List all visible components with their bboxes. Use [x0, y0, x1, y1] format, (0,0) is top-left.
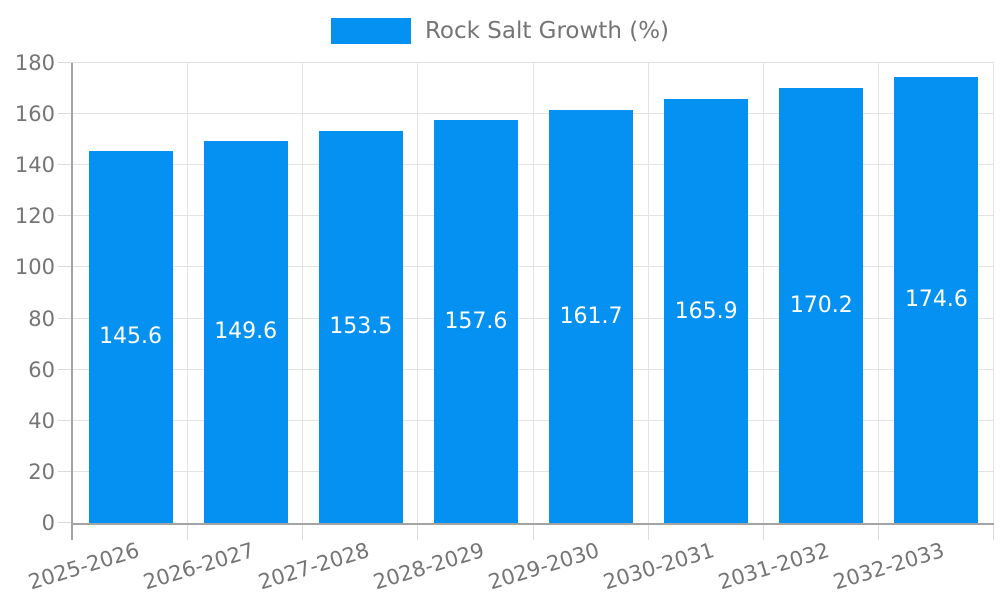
y-axis-tick	[58, 522, 73, 523]
bar-value-label: 145.6	[99, 324, 163, 350]
x-axis-tick	[647, 523, 649, 540]
x-axis-tick	[187, 523, 189, 540]
bar-value-label: 170.2	[789, 293, 853, 318]
y-axis-tick	[58, 317, 73, 319]
bar-value-label: 161.7	[559, 303, 623, 329]
bar-2028-2029[interactable]: 157.6	[433, 120, 518, 523]
gridline-horizontal	[73, 368, 994, 370]
y-axis-tick	[58, 113, 73, 115]
y-axis-tick-label: 100	[14, 255, 55, 280]
bar-value-label: 165.9	[674, 298, 738, 324]
gridline-horizontal	[73, 470, 994, 472]
gridline-vertical	[532, 63, 534, 523]
gridline-horizontal	[73, 113, 994, 115]
x-axis-tick	[302, 523, 304, 540]
x-axis-tick	[993, 523, 994, 540]
bar-2032-2033[interactable]: 174.6	[894, 76, 979, 523]
y-axis-tick-label: 20	[28, 459, 55, 484]
gridline-vertical	[187, 63, 189, 523]
bar-2025-2026[interactable]: 145.6	[88, 150, 173, 523]
gridline-horizontal	[73, 62, 994, 63]
bar-2029-2030[interactable]: 161.7	[549, 109, 634, 523]
gridline-vertical	[302, 63, 304, 523]
y-axis-tick-label: 60	[28, 357, 55, 382]
y-axis-tick-label: 180	[14, 51, 55, 75]
gridline-horizontal	[73, 215, 994, 217]
bar-2027-2028[interactable]: 153.5	[318, 130, 403, 523]
bar-value-label: 149.6	[214, 319, 278, 345]
legend-swatch-icon	[330, 18, 411, 44]
y-axis-tick	[58, 419, 73, 421]
y-axis-tick	[58, 266, 73, 268]
gridline-horizontal	[73, 164, 994, 166]
legend-label: Rock Salt Growth (%)	[424, 18, 670, 44]
legend[interactable]: Rock Salt Growth (%)	[0, 15, 1000, 47]
gridline-horizontal	[73, 266, 994, 268]
x-axis-tick	[417, 523, 419, 540]
gridline-horizontal	[73, 317, 994, 319]
y-axis-tick-label: 80	[28, 306, 55, 331]
y-axis-tick-label: 0	[41, 511, 55, 535]
x-axis-tick	[532, 523, 534, 540]
y-axis-tick	[58, 164, 73, 166]
gridline-vertical	[993, 63, 994, 523]
bar-value-label: 174.6	[904, 287, 968, 313]
y-axis-tick	[58, 215, 73, 217]
bar-value-label: 153.5	[329, 314, 393, 340]
bar-value-label: 157.6	[444, 309, 508, 335]
y-axis-tick-label: 160	[14, 102, 55, 127]
bar-2030-2031[interactable]: 165.9	[664, 99, 749, 523]
gridline-vertical	[762, 63, 764, 523]
x-axis-line	[73, 523, 994, 525]
y-axis-tick-label: 140	[14, 153, 55, 178]
y-axis-tick-label: 120	[14, 204, 55, 229]
bar-2031-2032[interactable]: 170.2	[779, 88, 864, 523]
gridline-horizontal	[73, 419, 994, 421]
x-axis-tick	[762, 523, 764, 540]
gridline-vertical	[417, 63, 419, 523]
y-axis-tick-label: 40	[28, 408, 55, 433]
bar-2026-2027[interactable]: 149.6	[203, 140, 288, 523]
x-axis-tick	[877, 523, 879, 540]
y-axis-tick	[58, 470, 73, 472]
y-axis-tick	[58, 368, 73, 370]
y-axis-line	[71, 63, 73, 540]
y-axis-tick	[58, 62, 73, 63]
gridline-vertical	[877, 63, 879, 523]
gridline-vertical	[647, 63, 649, 523]
